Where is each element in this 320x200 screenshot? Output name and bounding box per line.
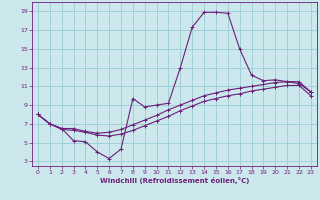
X-axis label: Windchill (Refroidissement éolien,°C): Windchill (Refroidissement éolien,°C) [100,177,249,184]
